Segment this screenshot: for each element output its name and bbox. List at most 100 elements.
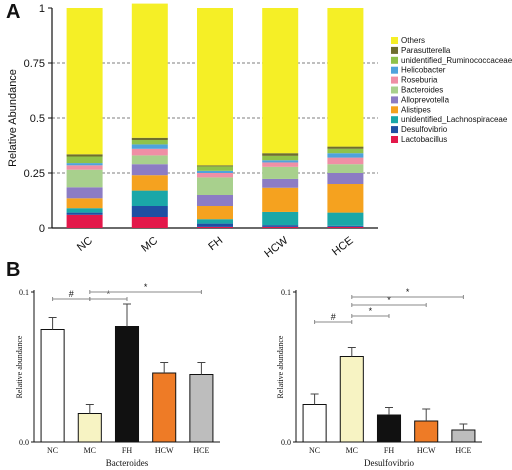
bar-segment-unidentified_lachnospiraceae <box>131 190 168 206</box>
bar-segment-roseburia <box>66 165 103 170</box>
y-tick-label: 0.0 <box>19 438 29 447</box>
desulfovibrio-bar-chart: 0.0 0.1 Relative abundance NC MC FH HCW HCE Desu… <box>276 287 482 468</box>
bar-segment-unidentified_ruminococcaceae <box>262 155 299 161</box>
bar-segment-others <box>327 8 364 147</box>
bar-segment-alistipes <box>327 184 364 213</box>
x-tick-label: HCW <box>262 234 291 260</box>
y-axis-label: Relative abundance <box>15 335 24 398</box>
bar-segment-alistipes <box>197 206 233 220</box>
bar-segment-unidentified_ruminococcaceae <box>197 166 233 171</box>
legend-swatch <box>391 136 398 143</box>
stacked-abundance-chart: 0 0.25 0.5 0.75 1 Relative Abundance NC MC FH HCW… <box>7 3 378 260</box>
panel-letter-a: A <box>6 1 20 23</box>
x-tick-label: HCW <box>417 446 436 455</box>
bar-segment-lactobacillus <box>197 226 233 228</box>
legend-label: Helicobacter <box>401 66 446 75</box>
x-tick-label: MC <box>84 446 96 455</box>
bar-segment-alistipes <box>262 187 299 212</box>
significance-label: * <box>406 287 410 297</box>
bar-segment-alistipes <box>131 175 168 191</box>
bar <box>189 374 214 443</box>
y-tick-label: 0.5 <box>30 113 45 125</box>
bar-segment-others <box>131 3 168 138</box>
significance-label: * <box>369 306 373 316</box>
bar <box>114 326 140 443</box>
bar-segment-lactobacillus <box>327 226 364 228</box>
bar-segment-roseburia <box>327 157 364 165</box>
legend-label: Roseburia <box>401 76 438 85</box>
chart-legend: OthersParasutterellaunidentified_Ruminoc… <box>391 36 512 144</box>
y-axis-label: Relative Abundance <box>7 69 19 167</box>
legend-swatch <box>391 86 398 94</box>
bar <box>339 356 364 443</box>
legend-swatch <box>391 126 398 134</box>
y-tick-label: 0.75 <box>24 58 45 70</box>
significance-label: * <box>107 289 111 299</box>
bar-segment-unidentified_ruminococcaceae <box>131 140 168 145</box>
bar-segment-roseburia <box>197 173 233 178</box>
bar <box>302 404 327 443</box>
y-tick-label: 0.1 <box>19 288 29 297</box>
x-tick-label: FH <box>122 446 132 455</box>
bar-segment-parasutterella <box>262 153 299 156</box>
bar-segment-desulfovibrio <box>66 212 103 215</box>
bar-segment-bacteroides <box>262 166 299 179</box>
y-tick-label: 0.25 <box>24 168 45 180</box>
x-tick-label: NC <box>309 446 320 455</box>
x-tick-label: HCE <box>455 446 471 455</box>
legend-swatch <box>391 37 398 44</box>
bar <box>152 372 177 443</box>
bar-segment-bacteroides <box>197 177 233 195</box>
bar-segment-roseburia <box>131 148 168 156</box>
bar-segment-others <box>66 8 103 155</box>
bar-segment-helicobacter <box>327 153 364 158</box>
bar-segment-parasutterella <box>327 146 364 149</box>
x-tick-label: MC <box>346 446 358 455</box>
x-tick-label: HCE <box>330 235 356 259</box>
significance-label: * <box>387 295 391 305</box>
legend-label: Desulfovibrio <box>401 125 448 134</box>
bar-segment-alloprevotella <box>327 173 364 184</box>
y-tick-label: 0 <box>39 223 45 235</box>
significance-label: * <box>144 282 148 292</box>
bar-segment-bacteroides <box>327 164 364 173</box>
bar-segment-unidentified_ruminococcaceae <box>327 148 364 154</box>
significance-label: # <box>69 289 74 299</box>
x-tick-label: HCE <box>193 446 209 455</box>
bar-segment-parasutterella <box>197 165 233 167</box>
legend-swatch <box>391 116 398 124</box>
bar-segment-others <box>197 8 233 166</box>
bar-segment-others <box>262 8 299 154</box>
bar-segment-bacteroides <box>131 155 168 165</box>
legend-swatch <box>391 46 398 54</box>
bar-segment-unidentified_lachnospiraceae <box>197 219 233 224</box>
legend-label: Lactobacillus <box>401 135 447 144</box>
bar-segment-helicobacter <box>131 144 168 149</box>
bar-segment-helicobacter <box>262 160 299 163</box>
x-tick-label: HCW <box>155 446 174 455</box>
bacteroides-bar-chart: 0.0 0.1 Relative abundance NC MC FH HCW HCE Bact… <box>15 282 220 468</box>
bar-segment-lactobacillus <box>66 214 103 228</box>
bar-segment-helicobacter <box>66 163 103 166</box>
bar-segment-unidentified_ruminococcaceae <box>66 156 103 164</box>
legend-swatch <box>391 66 398 74</box>
legend-label: Alloprevotella <box>401 95 450 104</box>
y-tick-label: 0.1 <box>281 288 291 297</box>
legend-swatch <box>391 76 398 84</box>
bar-segment-lactobacillus <box>262 226 299 228</box>
bar-segment-alloprevotella <box>66 187 103 199</box>
x-tick-label: MC <box>139 235 160 255</box>
bar-segment-alloprevotella <box>197 195 233 206</box>
y-axis-label: Relative abundance <box>276 335 285 398</box>
legend-swatch <box>391 56 398 64</box>
legend-label: unidentified_Lachnospiraceae <box>401 115 508 124</box>
bar-segment-parasutterella <box>131 137 168 140</box>
bar-segment-desulfovibrio <box>131 206 168 217</box>
bar-segment-helicobacter <box>197 170 233 173</box>
bar-segment-unidentified_lachnospiraceae <box>327 212 364 226</box>
bar-segment-alloprevotella <box>131 164 168 176</box>
bar-segment-bacteroides <box>66 169 103 188</box>
legend-label: Alistipes <box>401 105 431 114</box>
bar-segment-unidentified_lachnospiraceae <box>66 208 103 213</box>
